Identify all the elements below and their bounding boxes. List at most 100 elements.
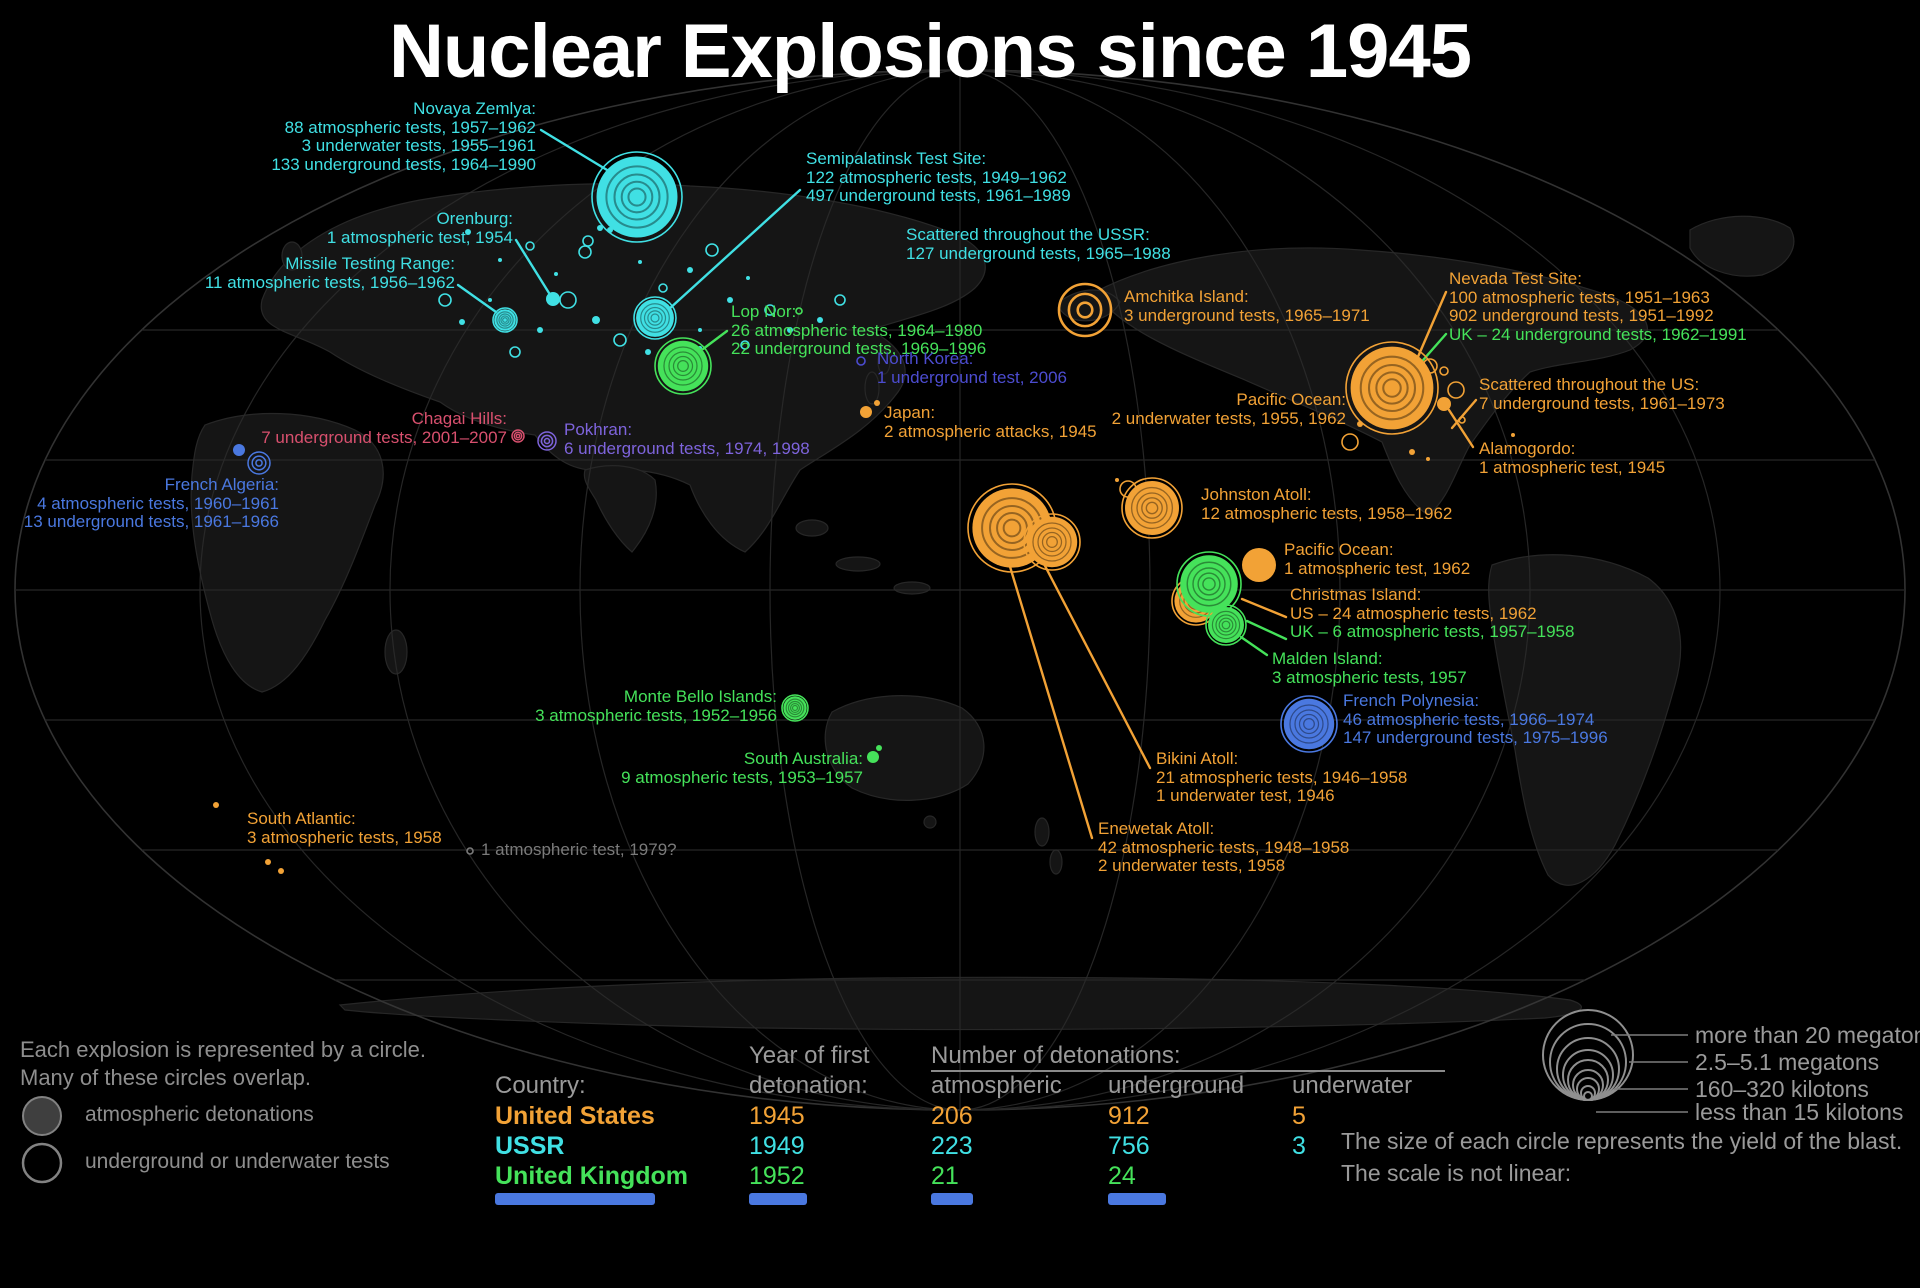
site-monte-bello-label: Monte Bello Islands: 3 atmospheric tests,…: [535, 687, 777, 725]
site-french-algeria-circle: [255, 459, 263, 467]
site-semipalatinsk-leader-line: [666, 188, 802, 312]
site-monte-bello-circle: [783, 696, 807, 720]
site-alamogordo-label: Alamogordo: 1 atmospheric test, 1945: [1479, 439, 1666, 477]
site-chagai-hills-circle: [515, 433, 521, 439]
site-christmas-island-circle: [1186, 561, 1232, 607]
site-amchitka-circle: [1067, 292, 1103, 328]
site-lop-nor-circle: [657, 340, 709, 392]
site-japan-label-line-2: 2 atmospheric attacks, 1945: [884, 421, 1097, 441]
site-christmas-island-circle: [1215, 614, 1237, 636]
site-missile-testing-range-leader-line: [456, 283, 498, 314]
scattered-ussr-circle: [559, 291, 577, 309]
site-south-australia-circle: [876, 745, 882, 751]
scattered-ussr-circle: [746, 276, 750, 280]
world-map: [14, 69, 1906, 1113]
site-novaya-zemlya-circle: [605, 165, 669, 229]
site-alamogordo-label-line-2: 1 atmospheric test, 1945: [1479, 457, 1666, 477]
site-christmas-island-label-line-1: Christmas Island:: [1290, 585, 1422, 604]
site-french-algeria-label-line-3: 13 underground tests, 1961–1966: [23, 512, 279, 531]
scattered-ussr-circle: [698, 328, 702, 332]
site-christmas-island-circle: [1192, 567, 1226, 601]
table-cell-atm: 223: [931, 1132, 973, 1160]
site-pacific-ocean-upper-label-line-1: Pacific Ocean:: [1236, 390, 1346, 409]
site-pokhran-label-line-2: 6 underground tests, 1974, 1998: [564, 438, 810, 458]
site-lop-nor-circle: [677, 360, 689, 372]
scattered-ussr-circle: [687, 267, 693, 273]
site-pacific-ocean-lower-label-line-2: 1 atmospheric test, 1962: [1284, 558, 1471, 578]
site-missile-testing-range-label-line-1: Missile Testing Range:: [285, 254, 455, 273]
site-japan-label: Japan: 2 atmospheric attacks, 1945: [884, 403, 1097, 441]
table-cell-und: 756: [1108, 1132, 1150, 1160]
site-scattered-ussr-label: Scattered throughout the USSR: 127 underg…: [906, 225, 1171, 263]
site-christmas-island-circle: [1202, 577, 1216, 591]
scattered-ussr-circle: [525, 241, 535, 251]
table-cell-uw: 5: [1292, 1102, 1306, 1130]
explosion-circles-layer: [213, 128, 1515, 874]
site-enewetak-atoll-label: Enewetak Atoll: 42 atmospheric tests, 194…: [1098, 819, 1349, 876]
site-scattered-ussr-label-line-2: 127 underground tests, 1965–1988: [906, 243, 1171, 263]
site-nevada-circle: [1375, 371, 1409, 405]
site-orenburg-label: Orenburg: 1 atmospheric test, 1954: [327, 209, 513, 247]
site-nevada-circle: [1382, 378, 1402, 398]
yield-label-1: more than 20 megatons: [1695, 1022, 1920, 1048]
table-cell-country: USSR: [495, 1132, 565, 1160]
site-nevada-label-line-2: 100 atmospheric tests, 1951–1963: [1449, 287, 1710, 307]
site-french-polynesia-circle: [1303, 718, 1315, 730]
site-johnston-atoll-circle: [1125, 481, 1179, 535]
site-johnston-atoll-circle: [1136, 492, 1168, 524]
table-cell-und: 24: [1108, 1162, 1136, 1190]
site-french-polynesia-circle: [1280, 695, 1338, 753]
site-french-polynesia-circle: [1283, 698, 1335, 750]
site-bikini-atoll-label-line-2: 21 atmospheric tests, 1946–1958: [1156, 767, 1408, 787]
scattered-ussr-circle: [834, 294, 846, 306]
site-novaya-zemlya-label: Novaya Zemlya: 88 atmospheric tests, 1957…: [271, 99, 536, 174]
table-header-underwater: underwater: [1292, 1072, 1413, 1099]
site-pokhran-label-line-1: Pokhran:: [564, 420, 633, 439]
site-french-algeria-label-line-1: French Algeria:: [164, 475, 279, 494]
site-christmas-island-circle: [1205, 604, 1247, 646]
site-chagai-hills-circle: [513, 431, 523, 441]
scattered-ussr-circle: [740, 340, 750, 350]
site-missile-testing-range-circle: [492, 307, 518, 333]
site-nevada-label-line-3: 902 underground tests, 1951–1992: [1449, 306, 1714, 325]
table-cell-year: 1945: [749, 1102, 805, 1130]
detonations-underline: [931, 1042, 1445, 1072]
site-bikini-atoll-label-line-1: Bikini Atoll:: [1156, 749, 1239, 768]
site-christmas-island-circle: [1176, 551, 1242, 617]
site-nevada-circle: [1422, 358, 1438, 374]
legend-line-1: Each explosion is represented by a circl…: [20, 1037, 426, 1062]
site-enewetak-atoll-circle: [1026, 516, 1078, 568]
site-novaya-zemlya-circle: [613, 173, 661, 221]
site-south-australia-circle: [867, 751, 879, 763]
site-french-polynesia-circle: [1298, 713, 1320, 735]
site-christmas-island-circle: [1218, 617, 1234, 633]
site-missile-testing-range-label-line-2: 11 atmospheric tests, 1956–1962: [204, 272, 455, 292]
table-header-country: Country:: [495, 1072, 586, 1099]
site-lop-nor-circle: [668, 351, 698, 381]
site-test-1979-circle: [466, 847, 474, 855]
site-johnston-atoll-circle: [1115, 478, 1119, 482]
site-malden-island-leader-line: [1239, 635, 1269, 657]
site-nevada-circle: [1345, 341, 1439, 435]
scattered-ussr-circle: [817, 317, 823, 323]
site-chagai-hills-label-line-2: 7 underground tests, 2001–2007: [261, 427, 507, 447]
site-south-australia-label-line-1: South Australia:: [743, 749, 863, 768]
site-north-korea-label-line-1: North Korea:: [877, 349, 974, 368]
site-nevada-circle: [1350, 346, 1434, 430]
site-johnston-atoll-label-line-1: Johnston Atoll:: [1201, 485, 1312, 504]
site-christmas-island-leader-line: [1240, 597, 1288, 619]
site-malden-island-label-line-2: 3 atmospheric tests, 1957: [1272, 667, 1467, 687]
site-french-algeria-label-line-2: 4 atmospheric tests, 1960–1961: [37, 493, 279, 513]
site-alamogordo-circle: [1437, 397, 1451, 411]
site-lop-nor-leader-line: [701, 329, 729, 351]
site-nevada-label: Nevada Test Site: 100 atmospheric tests, …: [1449, 269, 1747, 344]
scattered-ussr-circle: [727, 297, 733, 303]
site-novaya-zemlya-circle: [620, 180, 654, 214]
site-lop-nor-label-line-2: 26 atmospheric tests, 1964–1980: [731, 320, 983, 340]
site-lop-nor-label-line-1: Lop Nor:: [731, 302, 797, 321]
page-title: Nuclear Explosions since 1945: [389, 9, 1472, 94]
site-scattered-us-label: Scattered throughout the US: 7 undergroun…: [1479, 375, 1725, 413]
scattered-ussr-circle: [607, 227, 613, 233]
site-south-australia-label: South Australia: 9 atmospheric tests, 195…: [621, 749, 863, 787]
site-semipalatinsk-circle: [640, 303, 670, 333]
